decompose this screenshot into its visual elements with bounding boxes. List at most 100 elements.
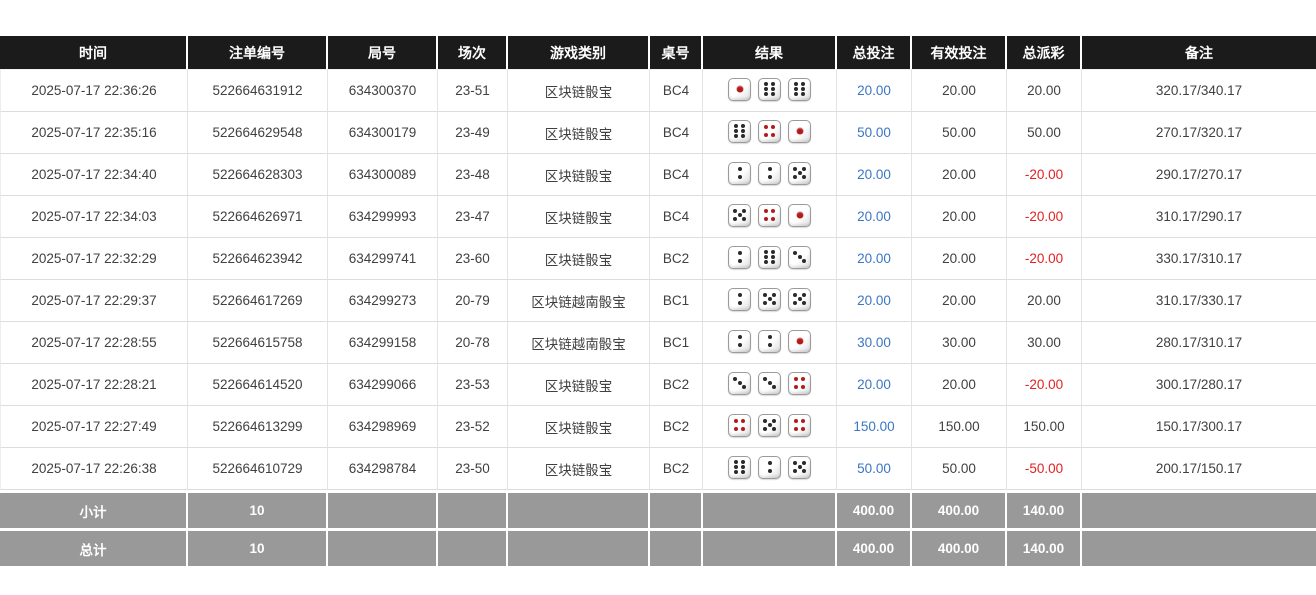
dice-icon-2 (758, 329, 781, 353)
footer-empty-round (328, 490, 438, 528)
cell-session: 23-51 (438, 69, 508, 112)
dice-result (728, 161, 811, 185)
cell-total-bet[interactable]: 20.00 (837, 238, 912, 280)
cell-session: 23-49 (438, 112, 508, 154)
footer-valid-bet: 400.00 (912, 490, 1007, 528)
table-row: 2025-07-17 22:29:37 522664617269 634299273… (0, 280, 1316, 322)
cell-valid-bet: 150.00 (912, 406, 1007, 448)
cell-total-bet[interactable]: 20.00 (837, 196, 912, 238)
dice-icon-5 (758, 287, 781, 311)
cell-session: 20-78 (438, 322, 508, 364)
cell-time: 2025-07-17 22:34:40 (0, 154, 188, 196)
cell-payout: -50.00 (1007, 448, 1082, 490)
cell-table-no: BC1 (650, 280, 703, 322)
cell-game-type: 区块链骰宝 (508, 196, 650, 238)
cell-remark: 290.17/270.17 (1082, 154, 1316, 196)
column-header-bet-id: 注单编号 (188, 36, 328, 69)
cell-remark: 310.17/330.17 (1082, 280, 1316, 322)
cell-valid-bet: 50.00 (912, 112, 1007, 154)
cell-time: 2025-07-17 22:28:55 (0, 322, 188, 364)
cell-table-no: BC2 (650, 406, 703, 448)
cell-valid-bet: 30.00 (912, 322, 1007, 364)
footer-total-bet: 400.00 (837, 490, 912, 528)
cell-table-no: BC4 (650, 196, 703, 238)
table-row: 2025-07-17 22:26:38 522664610729 634298784… (0, 448, 1316, 490)
dice-icon-3 (728, 371, 751, 395)
cell-time: 2025-07-17 22:29:37 (0, 280, 188, 322)
dice-icon-5 (788, 287, 811, 311)
cell-remark: 200.17/150.17 (1082, 448, 1316, 490)
cell-round-id: 634300089 (328, 154, 438, 196)
cell-time: 2025-07-17 22:34:03 (0, 196, 188, 238)
cell-remark: 300.17/280.17 (1082, 364, 1316, 406)
dice-icon-1 (728, 77, 751, 101)
cell-total-bet[interactable]: 20.00 (837, 69, 912, 112)
cell-bet-id: 522664614520 (188, 364, 328, 406)
cell-total-bet[interactable]: 50.00 (837, 448, 912, 490)
footer-label: 总计 (0, 528, 188, 569)
cell-game-type: 区块链骰宝 (508, 112, 650, 154)
cell-total-bet[interactable]: 20.00 (837, 364, 912, 406)
cell-total-bet[interactable]: 150.00 (837, 406, 912, 448)
cell-remark: 150.17/300.17 (1082, 406, 1316, 448)
footer-empty-session (438, 528, 508, 569)
footer-valid-bet: 400.00 (912, 528, 1007, 569)
column-header-game-type: 游戏类别 (508, 36, 650, 69)
dice-icon-6 (758, 245, 781, 269)
footer-total-bet: 400.00 (837, 528, 912, 569)
column-header-session: 场次 (438, 36, 508, 69)
cell-bet-id: 522664610729 (188, 448, 328, 490)
table-row: 2025-07-17 22:34:40 522664628303 634300089… (0, 154, 1316, 196)
footer-payout: 140.00 (1007, 528, 1082, 569)
dice-icon-2 (728, 329, 751, 353)
cell-payout: -20.00 (1007, 364, 1082, 406)
cell-result (703, 238, 837, 280)
dice-icon-1 (788, 203, 811, 227)
cell-payout: -20.00 (1007, 238, 1082, 280)
cell-total-bet[interactable]: 20.00 (837, 154, 912, 196)
column-header-valid-bet: 有效投注 (912, 36, 1007, 69)
cell-game-type: 区块链骰宝 (508, 154, 650, 196)
cell-remark: 330.17/310.17 (1082, 238, 1316, 280)
cell-round-id: 634299158 (328, 322, 438, 364)
cell-bet-id: 522664628303 (188, 154, 328, 196)
cell-valid-bet: 20.00 (912, 196, 1007, 238)
cell-table-no: BC4 (650, 154, 703, 196)
dice-icon-5 (788, 161, 811, 185)
cell-total-bet[interactable]: 50.00 (837, 112, 912, 154)
cell-bet-id: 522664631912 (188, 69, 328, 112)
header-row: 时间 注单编号 局号 场次 游戏类别 桌号 结果 总投注 有效投注 总派彩 备注 (0, 36, 1316, 69)
dice-icon-4 (788, 371, 811, 395)
dice-icon-3 (758, 371, 781, 395)
cell-total-bet[interactable]: 20.00 (837, 280, 912, 322)
dice-result (728, 77, 811, 101)
footer-label: 小计 (0, 490, 188, 528)
cell-time: 2025-07-17 22:35:16 (0, 112, 188, 154)
cell-table-no: BC4 (650, 69, 703, 112)
dice-icon-2 (728, 287, 751, 311)
cell-payout: 20.00 (1007, 69, 1082, 112)
table-row: 2025-07-17 22:28:55 522664615758 634299158… (0, 322, 1316, 364)
cell-total-bet[interactable]: 30.00 (837, 322, 912, 364)
cell-session: 23-52 (438, 406, 508, 448)
footer-empty-result (703, 528, 837, 569)
cell-time: 2025-07-17 22:36:26 (0, 69, 188, 112)
dice-icon-4 (758, 119, 781, 143)
dice-icon-5 (758, 413, 781, 437)
column-header-total-bet: 总投注 (837, 36, 912, 69)
cell-time: 2025-07-17 22:28:21 (0, 364, 188, 406)
dice-icon-5 (788, 455, 811, 479)
cell-bet-id: 522664617269 (188, 280, 328, 322)
column-header-remark: 备注 (1082, 36, 1316, 69)
footer-empty-game (508, 490, 650, 528)
cell-valid-bet: 50.00 (912, 448, 1007, 490)
column-header-round-id: 局号 (328, 36, 438, 69)
footer-empty-game (508, 528, 650, 569)
dice-result (728, 371, 811, 395)
dice-icon-4 (758, 203, 781, 227)
dice-icon-6 (728, 119, 751, 143)
cell-result (703, 280, 837, 322)
cell-round-id: 634298784 (328, 448, 438, 490)
dice-result (728, 329, 811, 353)
